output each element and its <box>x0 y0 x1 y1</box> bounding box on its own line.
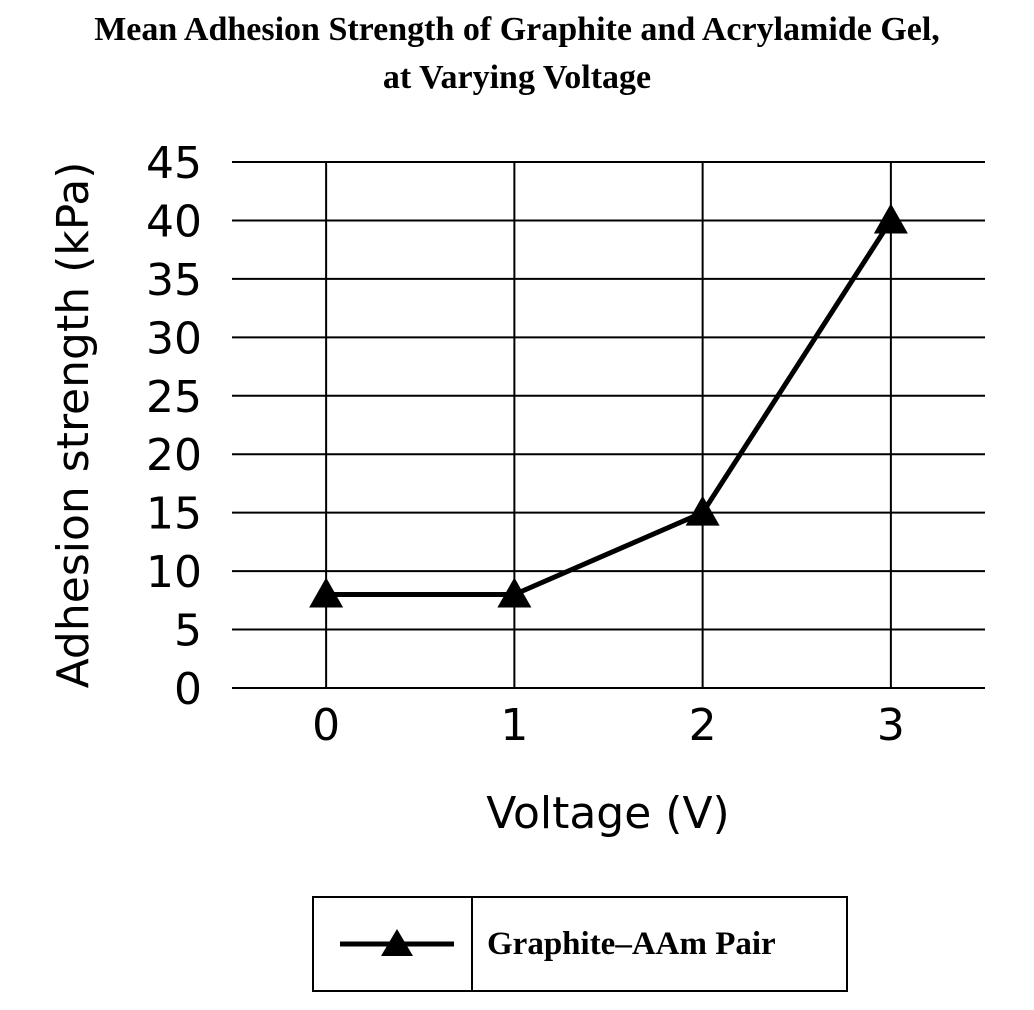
chart-grid <box>232 161 985 689</box>
data-point-triangle <box>497 577 532 608</box>
legend: Graphite–AAm Pair <box>312 896 848 992</box>
data-point-triangle <box>309 577 344 608</box>
line-chart: 0 5 10 15 20 25 30 35 40 45 0 1 2 3 Adhesion strengt… <box>48 138 985 839</box>
x-tick-label: 3 <box>877 700 905 751</box>
data-series <box>309 203 908 608</box>
y-tick-label: 20 <box>146 430 202 481</box>
legend-symbol <box>314 898 473 990</box>
data-point-triangle <box>685 495 720 526</box>
series-line <box>326 219 893 597</box>
chart-title: Mean Adhesion Strength of Graphite and A… <box>0 6 1034 102</box>
x-tick-label: 0 <box>312 700 340 751</box>
y-tick-label: 0 <box>174 664 202 715</box>
data-point-triangle <box>873 203 908 234</box>
x-tick-label: 2 <box>689 700 717 751</box>
y-tick-label: 40 <box>146 196 202 247</box>
y-tick-label: 5 <box>174 606 202 657</box>
y-axis-label: Adhesion strength (kPa) <box>48 162 99 689</box>
legend-label: Graphite–AAm Pair <box>487 925 776 962</box>
chart-title-line-1: Mean Adhesion Strength of Graphite and A… <box>94 11 940 48</box>
y-tick-label: 45 <box>146 138 202 189</box>
y-tick-label: 15 <box>146 489 202 540</box>
legend-line-triangle-icon <box>340 929 454 956</box>
y-tick-label: 25 <box>146 372 202 423</box>
x-tick-label: 1 <box>500 700 528 751</box>
y-tick-label: 10 <box>146 547 202 598</box>
y-tick-label: 30 <box>146 313 202 364</box>
x-axis-ticks: 0 1 2 3 <box>312 700 905 751</box>
y-axis-ticks: 0 5 10 15 20 25 30 35 40 45 <box>146 138 202 715</box>
chart-title-line-2: at Varying Voltage <box>382 59 652 96</box>
x-axis-label: Voltage (V) <box>486 788 729 839</box>
y-tick-label: 35 <box>146 255 202 306</box>
